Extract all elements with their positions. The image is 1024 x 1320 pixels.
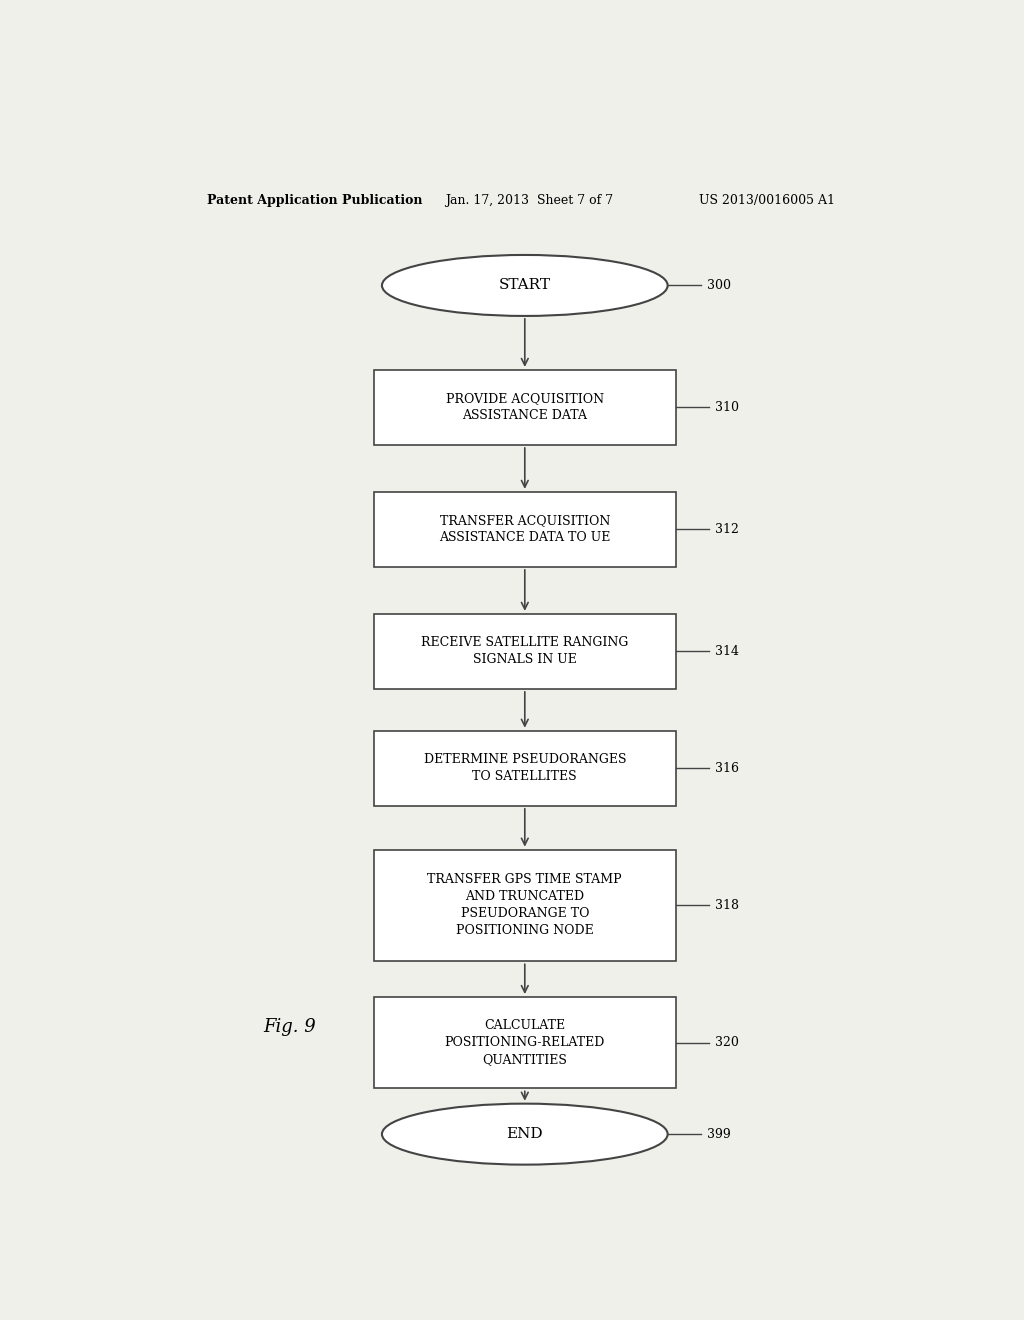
Text: CALCULATE
POSITIONING-RELATED
QUANTITIES: CALCULATE POSITIONING-RELATED QUANTITIES bbox=[444, 1019, 605, 1067]
Text: DETERMINE PSEUDORANGES
TO SATELLITES: DETERMINE PSEUDORANGES TO SATELLITES bbox=[424, 754, 626, 783]
Text: 312: 312 bbox=[715, 523, 739, 536]
FancyBboxPatch shape bbox=[374, 997, 676, 1089]
Text: TRANSFER GPS TIME STAMP
AND TRUNCATED
PSEUDORANGE TO
POSITIONING NODE: TRANSFER GPS TIME STAMP AND TRUNCATED PS… bbox=[427, 874, 623, 937]
Text: 314: 314 bbox=[715, 645, 739, 657]
Text: US 2013/0016005 A1: US 2013/0016005 A1 bbox=[699, 194, 836, 207]
FancyBboxPatch shape bbox=[374, 370, 676, 445]
FancyBboxPatch shape bbox=[374, 850, 676, 961]
Text: START: START bbox=[499, 279, 551, 293]
FancyBboxPatch shape bbox=[374, 731, 676, 805]
Text: Jan. 17, 2013  Sheet 7 of 7: Jan. 17, 2013 Sheet 7 of 7 bbox=[445, 194, 613, 207]
FancyBboxPatch shape bbox=[374, 492, 676, 568]
Text: 318: 318 bbox=[715, 899, 739, 912]
Ellipse shape bbox=[382, 255, 668, 315]
Text: RECEIVE SATELLITE RANGING
SIGNALS IN UE: RECEIVE SATELLITE RANGING SIGNALS IN UE bbox=[421, 636, 629, 667]
FancyBboxPatch shape bbox=[374, 614, 676, 689]
Text: 310: 310 bbox=[715, 401, 739, 414]
Text: Patent Application Publication: Patent Application Publication bbox=[207, 194, 423, 207]
Text: Fig. 9: Fig. 9 bbox=[263, 1019, 315, 1036]
Text: END: END bbox=[507, 1127, 543, 1142]
Text: TRANSFER ACQUISITION
ASSISTANCE DATA TO UE: TRANSFER ACQUISITION ASSISTANCE DATA TO … bbox=[439, 515, 610, 544]
Text: 316: 316 bbox=[715, 762, 739, 775]
Ellipse shape bbox=[382, 1104, 668, 1164]
Text: 399: 399 bbox=[708, 1127, 731, 1140]
Text: PROVIDE ACQUISITION
ASSISTANCE DATA: PROVIDE ACQUISITION ASSISTANCE DATA bbox=[445, 392, 604, 422]
Text: 320: 320 bbox=[715, 1036, 739, 1049]
Text: 300: 300 bbox=[708, 279, 731, 292]
